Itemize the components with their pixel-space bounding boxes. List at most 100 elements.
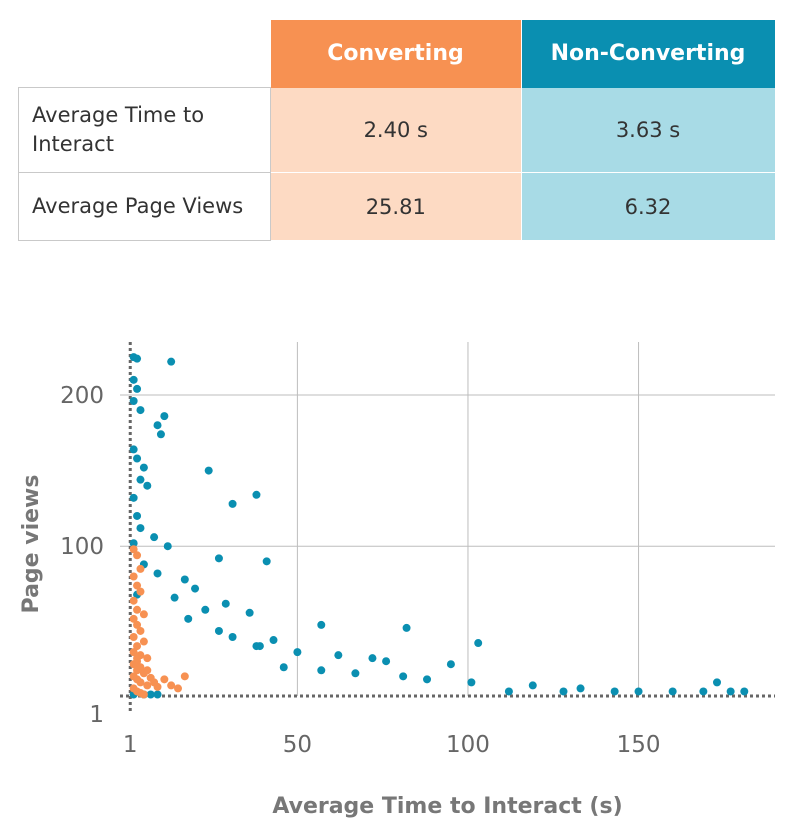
- row-label: Average Page Views: [18, 172, 271, 241]
- data-point: [245, 608, 254, 617]
- data-point: [136, 626, 145, 635]
- data-point: [402, 623, 411, 632]
- data-point: [576, 684, 585, 693]
- data-point: [474, 639, 483, 648]
- data-point: [136, 564, 145, 573]
- grid-lines: [120, 342, 775, 696]
- header-empty-cell: [18, 20, 271, 88]
- data-point: [368, 654, 377, 663]
- data-point: [129, 633, 138, 641]
- table-row: Average Time to Interact 2.40 s 3.63 s: [18, 87, 775, 173]
- x-tick-label: 150: [617, 732, 661, 758]
- converting-value: 2.40 s: [270, 87, 521, 173]
- data-point: [133, 666, 142, 675]
- data-point: [136, 406, 145, 415]
- data-point: [139, 610, 148, 619]
- data-point: [382, 657, 391, 666]
- data-point: [214, 554, 223, 563]
- x-axis-label: Average Time to Interact (s): [272, 794, 622, 819]
- comparison-table: Converting Non-Converting Average Time t…: [18, 20, 775, 241]
- data-point: [167, 357, 176, 366]
- row-label: Average Time to Interact: [18, 87, 271, 173]
- data-point: [726, 687, 735, 696]
- y-tick-label: 100: [60, 534, 104, 560]
- data-point: [143, 681, 152, 690]
- data-point: [136, 587, 145, 596]
- data-points: [129, 353, 749, 699]
- data-point: [214, 626, 223, 635]
- data-point: [129, 545, 138, 554]
- data-point: [317, 620, 326, 629]
- data-point: [262, 557, 271, 566]
- data-point: [133, 551, 142, 560]
- data-point: [133, 454, 142, 463]
- non-converting-value: 6.32: [520, 172, 775, 241]
- data-point: [129, 445, 138, 454]
- data-point: [133, 511, 142, 520]
- data-point: [201, 605, 210, 614]
- data-point: [136, 524, 145, 533]
- data-point: [160, 412, 169, 421]
- data-point: [129, 614, 138, 623]
- x-tick-label: 1: [123, 732, 138, 758]
- data-point: [133, 654, 142, 663]
- header-non-converting: Non-Converting: [520, 20, 775, 88]
- data-point: [139, 637, 148, 646]
- data-point: [191, 584, 200, 593]
- data-point: [170, 593, 179, 602]
- data-point: [163, 542, 172, 551]
- data-point: [252, 490, 261, 499]
- data-point: [129, 539, 138, 548]
- y-axis-label: Page views: [19, 475, 44, 614]
- data-point: [133, 354, 142, 363]
- data-point: [139, 463, 148, 472]
- data-point: [173, 684, 182, 693]
- data-point: [133, 620, 142, 629]
- data-point: [143, 666, 152, 675]
- table-row: Average Page Views 25.81 6.32: [18, 172, 775, 241]
- data-point: [279, 663, 288, 672]
- data-point: [180, 575, 189, 584]
- data-point: [228, 499, 237, 508]
- data-point: [269, 636, 278, 645]
- data-point: [255, 642, 264, 651]
- data-point: [129, 397, 138, 405]
- x-tick-label: 50: [283, 732, 312, 758]
- data-point: [129, 375, 138, 384]
- data-point: [740, 687, 749, 696]
- data-point: [129, 572, 138, 581]
- data-point: [713, 678, 722, 687]
- data-point: [129, 493, 138, 502]
- data-point: [153, 682, 162, 691]
- reference-lines: [120, 342, 775, 712]
- data-point: [184, 614, 193, 623]
- data-point: [129, 660, 138, 669]
- non-converting-value: 3.63 s: [520, 87, 775, 173]
- table-header-row: Converting Non-Converting: [18, 20, 775, 88]
- data-point: [153, 569, 162, 578]
- data-point: [167, 681, 176, 690]
- data-point: [634, 687, 643, 696]
- data-point: [399, 672, 408, 681]
- data-point: [610, 687, 619, 696]
- data-point: [334, 651, 343, 660]
- data-point: [133, 384, 142, 393]
- data-point: [228, 633, 237, 641]
- y-tick-label: 200: [60, 383, 104, 409]
- data-point: [153, 690, 162, 699]
- data-point: [133, 642, 142, 651]
- data-point: [446, 660, 455, 669]
- data-point: [136, 678, 145, 687]
- data-point: [160, 675, 169, 684]
- x-tick-label: 100: [446, 732, 490, 758]
- data-point: [293, 648, 302, 657]
- data-point: [133, 605, 142, 614]
- converting-value: 25.81: [270, 172, 521, 241]
- data-point: [351, 669, 360, 678]
- data-point: [153, 421, 162, 430]
- data-point: [143, 481, 152, 490]
- data-point: [156, 430, 165, 439]
- data-point: [559, 687, 568, 696]
- data-point: [528, 681, 537, 690]
